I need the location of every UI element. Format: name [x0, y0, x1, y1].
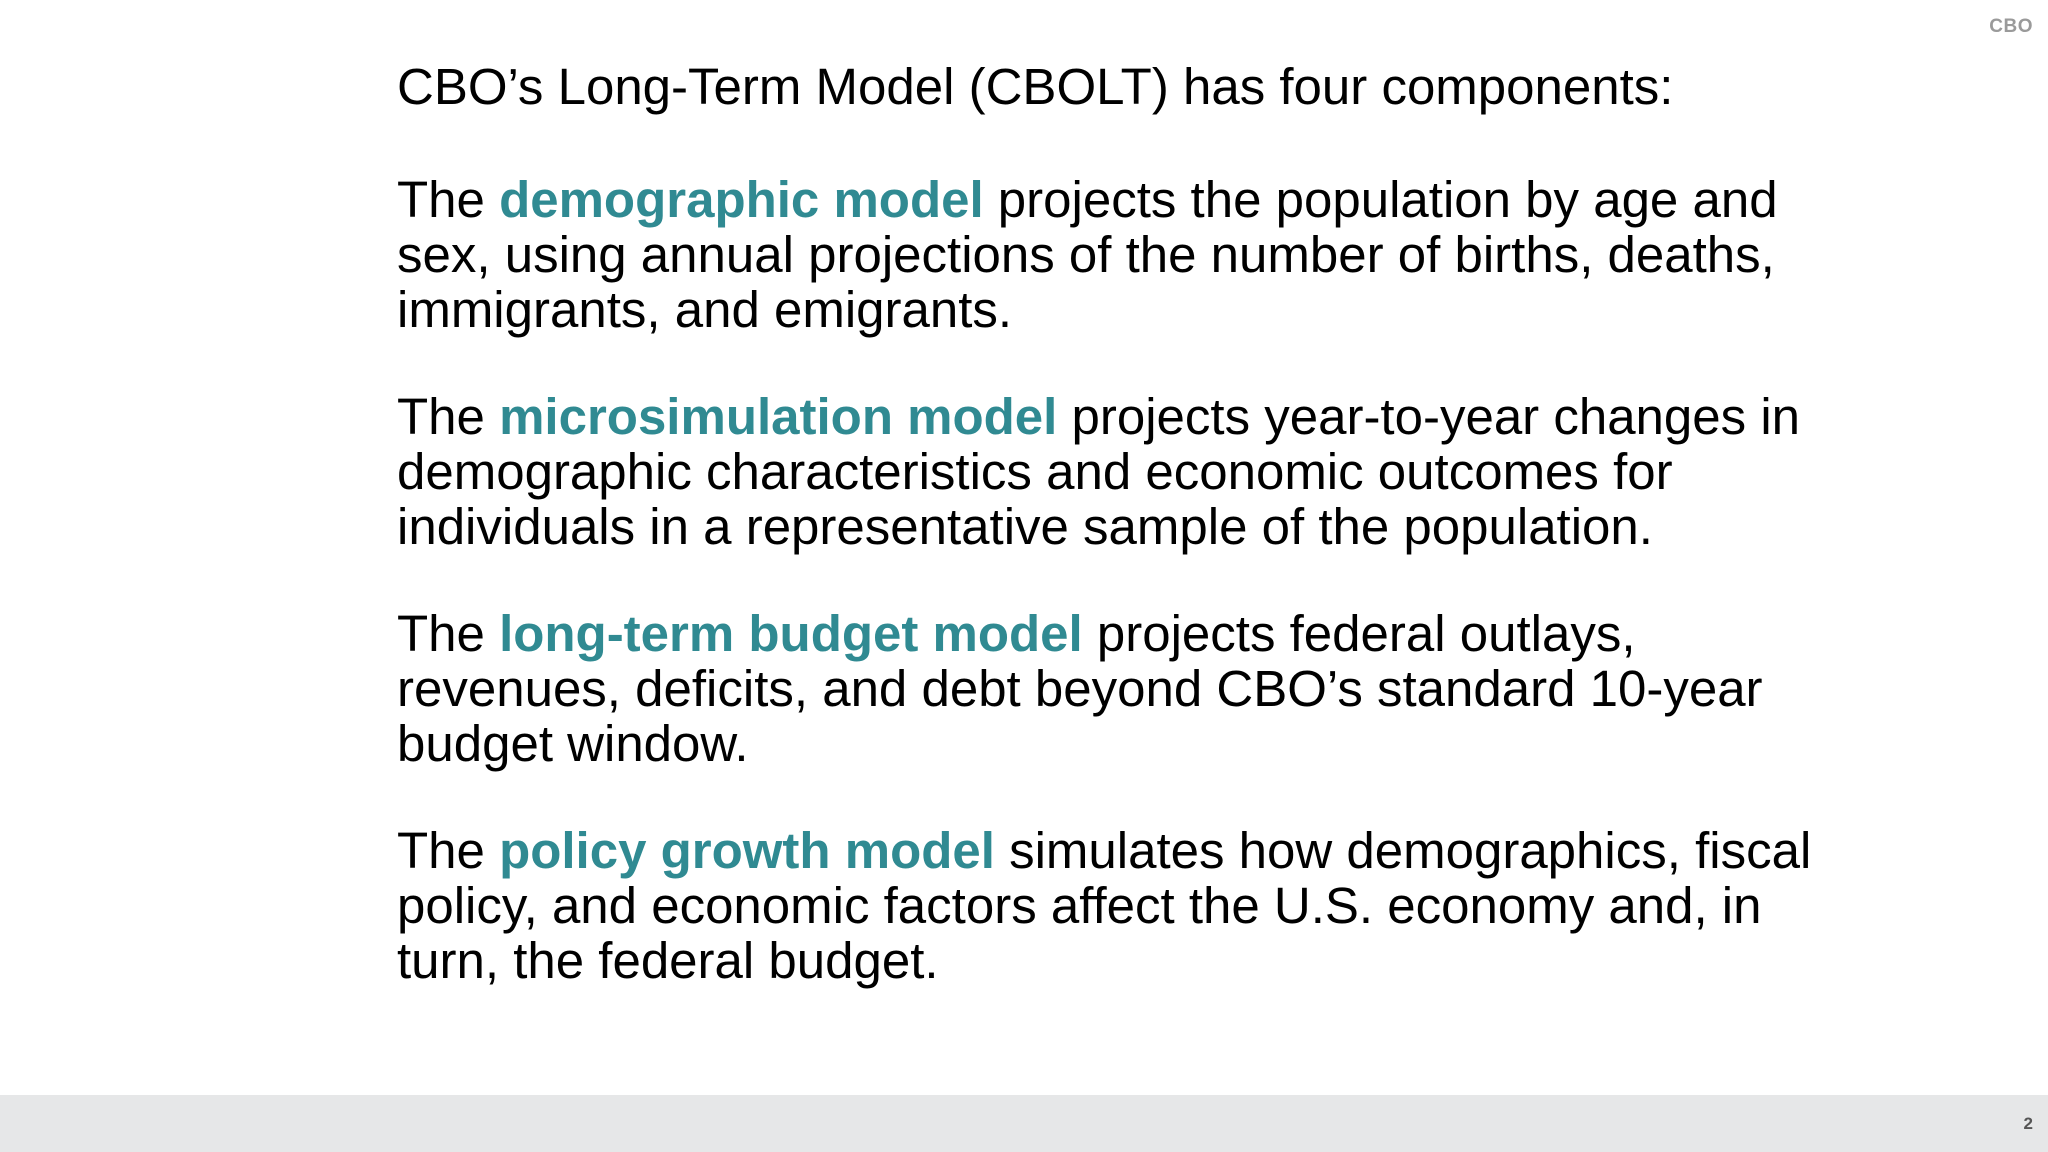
cbo-logo: CBO — [1989, 16, 2033, 37]
component-term: long-term budget model — [499, 605, 1083, 662]
component-description: projects the population by age and sex, … — [397, 171, 1778, 338]
slide: CBO CBO’s Long-Term Model (CBOLT) has fo… — [397, 16, 2033, 988]
component-lead: The — [397, 605, 500, 662]
footer-bar: 2 — [0, 1095, 2048, 1152]
component-term: policy growth model — [499, 822, 995, 879]
slide-heading: CBO’s Long-Term Model (CBOLT) has four c… — [397, 58, 1674, 115]
component-policy-growth-model: The policy growth model simulates how de… — [397, 823, 1837, 988]
component-microsimulation-model: The microsimulation model projects year-… — [397, 389, 1837, 554]
slide-content: CBO’s Long-Term Model (CBOLT) has four c… — [397, 54, 1837, 988]
component-demographic-model: The demographic model projects the popul… — [397, 172, 1837, 337]
component-term: microsimulation model — [499, 388, 1058, 445]
component-lead: The — [397, 388, 500, 445]
component-lead: The — [397, 171, 500, 228]
component-description: simulates how demographics, fiscal polic… — [397, 822, 1812, 989]
page-number: 2 — [2023, 1114, 2033, 1133]
component-lead: The — [397, 822, 500, 879]
component-long-term-budget-model: The long-term budget model projects fede… — [397, 606, 1837, 771]
component-term: demographic model — [499, 171, 984, 228]
component-description: projects federal outlays, revenues, defi… — [397, 605, 1763, 772]
component-description: projects year-to-year changes in demogra… — [397, 388, 1801, 555]
